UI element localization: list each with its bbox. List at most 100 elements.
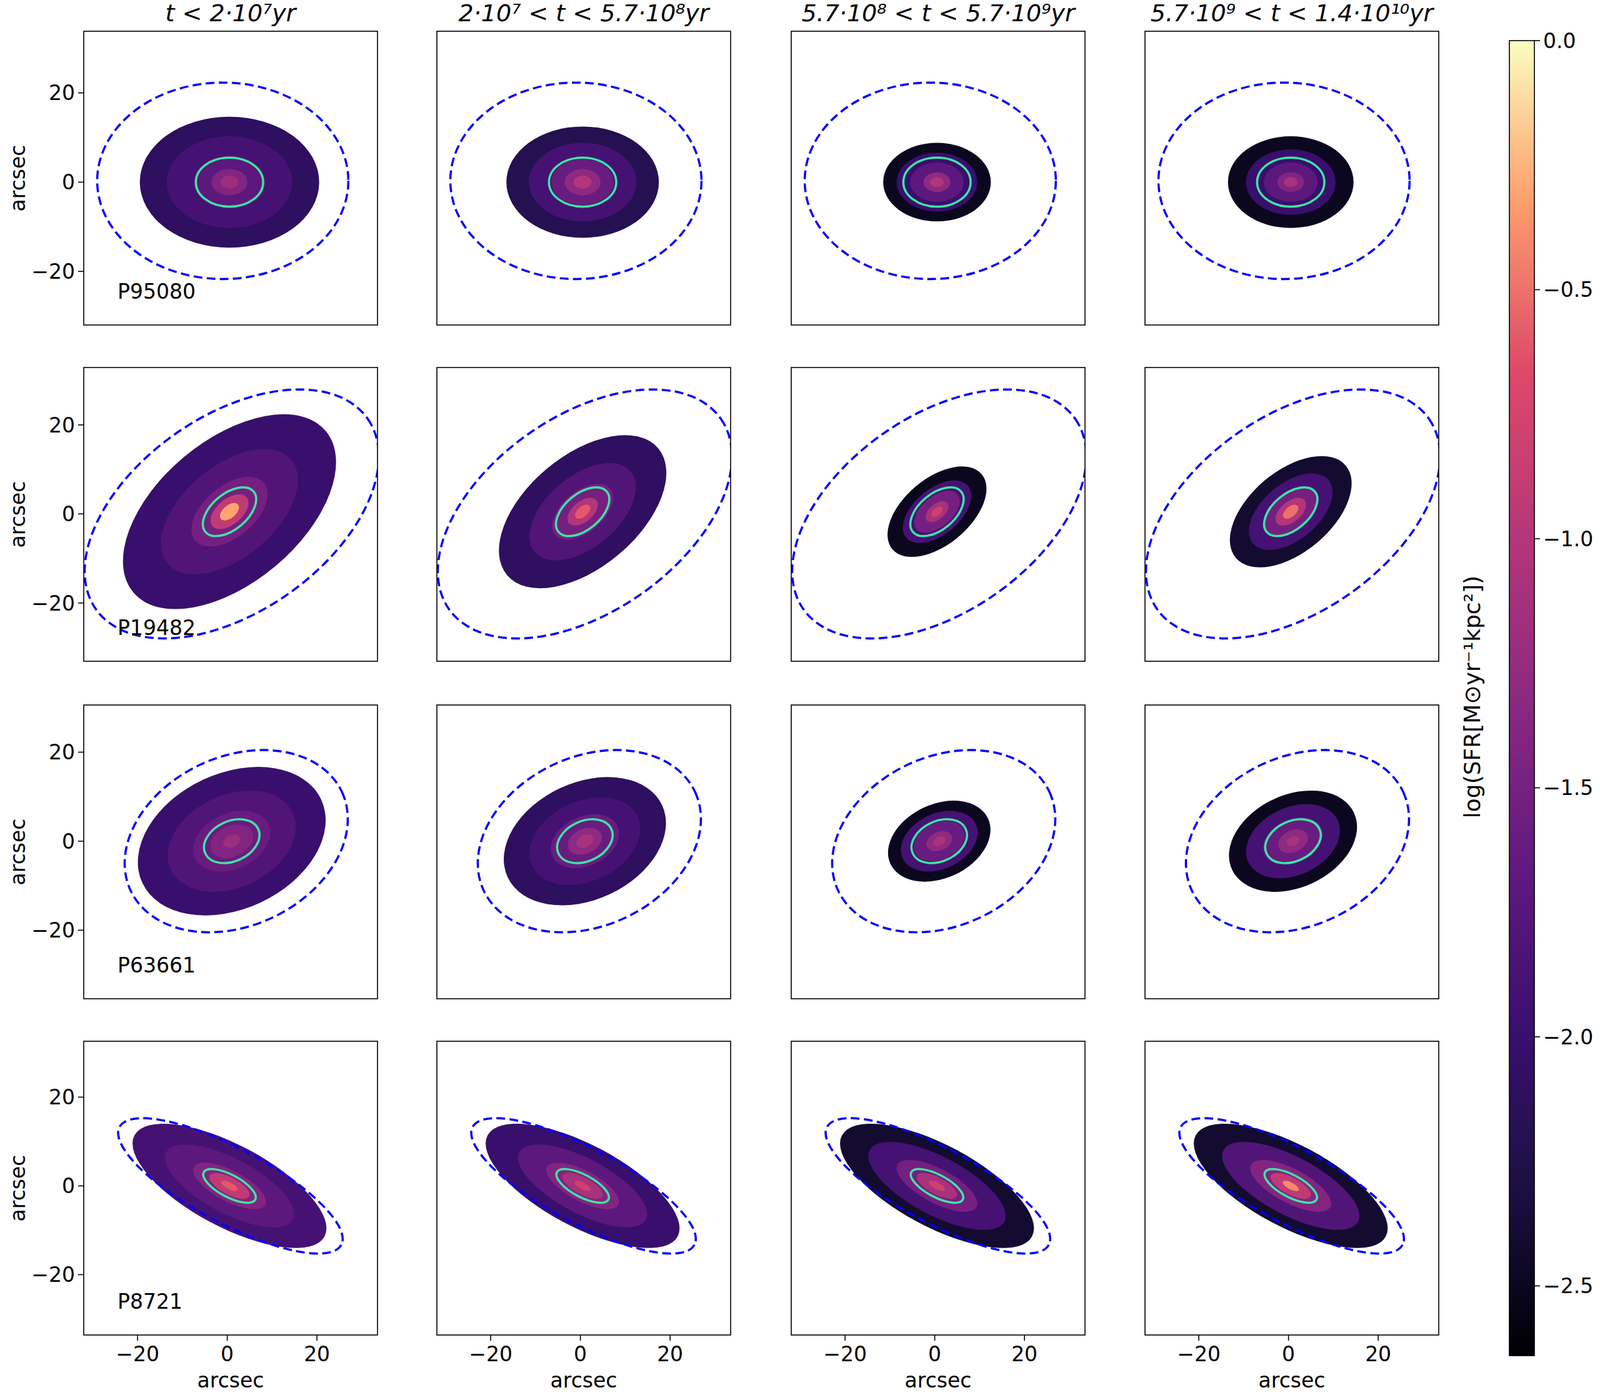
plot-area (436, 367, 731, 662)
sfr-layer (1255, 808, 1331, 874)
y-tick (78, 424, 84, 426)
plot-background (436, 705, 731, 999)
sfr-layer (1280, 501, 1301, 522)
colorbar-tick-label: −2.0 (1543, 1025, 1594, 1050)
colorbar-tick-label: −2.5 (1543, 1273, 1594, 1299)
sfr-layer (220, 1178, 239, 1194)
sfr-layer (891, 468, 983, 555)
outer-ellipse (95, 715, 378, 967)
sfr-layer (1245, 149, 1336, 215)
sfr-layer (572, 501, 593, 522)
outer-ellipse (101, 1093, 359, 1279)
plot-background (791, 1041, 1085, 1335)
y-tick-label: −20 (31, 1262, 75, 1287)
panel: 5.7·10⁸ < t < 5.7·10⁹yr (791, 0, 1085, 325)
sfr-layer (183, 798, 281, 884)
inner-ellipse (901, 478, 973, 546)
panel (1100, 338, 1485, 690)
colorbar-label: log(SFR[M⊙yr⁻¹kpc²]) (1459, 575, 1485, 819)
plot-area (455, 1093, 712, 1279)
inner-ellipse (1260, 1162, 1322, 1210)
sfr-layer (822, 1099, 1052, 1273)
colorbar-tick (1534, 1036, 1540, 1038)
inner-ellipse (1258, 810, 1329, 872)
figure: −20020arcsecP95080t < 2·10⁷yr2·10⁷ < t <… (0, 0, 1600, 1400)
x-tick-label: 20 (656, 1341, 684, 1367)
inner-ellipse (193, 478, 265, 546)
outer-ellipse (1158, 82, 1410, 279)
inner-ellipse (196, 810, 267, 872)
plot-background (1145, 367, 1439, 662)
x-tick-label: 0 (573, 1341, 587, 1367)
plot-area (450, 82, 702, 279)
galaxy-label: P63661 (117, 953, 196, 978)
frame (791, 367, 1085, 662)
sfr-layer (1270, 492, 1312, 532)
y-tick (78, 270, 84, 272)
sfr-layer (923, 826, 956, 855)
panel: −20020arcsec (1145, 1041, 1439, 1393)
plot-background (1145, 705, 1439, 999)
sfr-layer (562, 492, 604, 532)
plot-background (83, 31, 378, 325)
inner-ellipse (551, 1162, 614, 1210)
sfr-layer (541, 473, 624, 551)
frame (83, 367, 378, 662)
sfr-layer (1235, 458, 1347, 565)
x-tick (490, 1335, 492, 1341)
sfr-layer (1281, 1178, 1300, 1194)
sfr-layer (138, 425, 321, 599)
sfr-layer (540, 1153, 626, 1219)
sfr-layer (923, 172, 951, 192)
x-tick-label: 0 (220, 1341, 234, 1367)
colorbar-tick (1534, 289, 1540, 291)
frame (1145, 367, 1439, 662)
x-axis-label: arcsec (197, 1368, 265, 1393)
y-axis-label: arcsec (5, 818, 30, 886)
galaxy-label: P95080 (117, 279, 196, 304)
panel (392, 338, 777, 690)
sfr-layer (871, 448, 1004, 575)
x-tick-label: 20 (1011, 1341, 1038, 1367)
sfr-layer (483, 751, 687, 930)
sfr-layer (856, 1124, 1019, 1248)
sfr-layer (186, 1153, 273, 1219)
x-tick-label: −20 (468, 1341, 513, 1367)
y-tick (78, 1096, 84, 1099)
frame (1145, 1041, 1439, 1335)
x-tick (580, 1335, 582, 1341)
sfr-layer (541, 803, 628, 879)
colorbar-tick (1534, 1285, 1540, 1287)
panel: −20020arcsecP63661 (5, 705, 378, 999)
panel: 2·10⁷ < t < 5.7·10⁸yr (436, 0, 731, 325)
x-tick-label: 20 (1365, 1341, 1392, 1367)
panel (436, 705, 731, 999)
plot-area (1156, 715, 1439, 967)
sfr-layer (211, 168, 248, 195)
sfr-layer (921, 497, 953, 527)
sfr-layer (1243, 1150, 1339, 1223)
outer-ellipse (809, 1093, 1067, 1279)
x-tick (844, 1335, 846, 1341)
x-tick (136, 1335, 139, 1341)
sfr-layer (1263, 162, 1318, 202)
inner-ellipse (906, 1162, 969, 1210)
frame (791, 31, 1085, 325)
plot-area (448, 715, 731, 967)
y-axis-label: arcsec (5, 145, 30, 212)
sfr-layer (1285, 834, 1302, 849)
plot-background (83, 367, 378, 662)
colorbar-tick-label: −1.0 (1543, 526, 1594, 552)
x-tick (934, 1335, 936, 1341)
y-tick (78, 92, 84, 94)
sfr-layer (220, 175, 239, 189)
plot-area (1145, 367, 1439, 662)
sfr-layer (889, 1150, 985, 1223)
y-axis-label: arcsec (5, 481, 30, 549)
plot-background (436, 1041, 731, 1335)
sfr-layer (1255, 478, 1327, 546)
x-tick (1288, 1335, 1290, 1341)
frame (436, 31, 731, 325)
sfr-layer (468, 1099, 697, 1273)
y-tick-label: 20 (48, 80, 75, 105)
